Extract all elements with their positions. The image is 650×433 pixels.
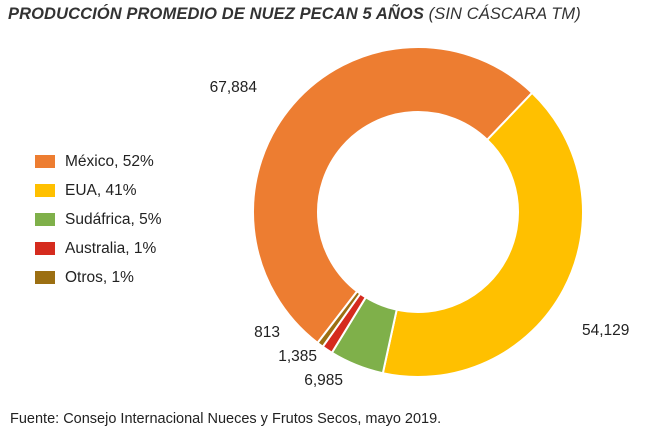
legend-item-sudafrica: Sudáfrica, 5%: [35, 205, 162, 234]
source-note: Fuente: Consejo Internacional Nueces y F…: [10, 411, 442, 427]
legend-swatch-australia: [35, 242, 55, 255]
legend-label-eua: EUA, 41%: [65, 181, 137, 199]
legend-item-eua: EUA, 41%: [35, 176, 162, 205]
legend-label-australia: Australia, 1%: [65, 239, 157, 257]
data-label-australia: 1,385: [278, 348, 317, 365]
legend-label-otros: Otros, 1%: [65, 268, 134, 286]
legend: México, 52% EUA, 41% Sudáfrica, 5% Austr…: [35, 147, 162, 292]
legend-item-otros: Otros, 1%: [35, 263, 162, 292]
donut-slice-otros: [316, 289, 362, 349]
data-label-otros: 813: [254, 324, 280, 341]
legend-swatch-sudafrica: [35, 213, 55, 226]
chart-title-main: PRODUCCIÓN PROMEDIO DE NUEZ PECAN 5 AÑOS: [8, 5, 424, 23]
legend-swatch-mexico: [35, 155, 55, 168]
legend-label-mexico: México, 52%: [65, 152, 154, 170]
donut-slice-eua: [381, 91, 584, 378]
legend-item-australia: Australia, 1%: [35, 234, 162, 263]
legend-swatch-otros: [35, 271, 55, 284]
data-label-sudafrica: 6,985: [304, 372, 343, 389]
data-label-mexico: 67,884: [210, 79, 258, 96]
chart-title: PRODUCCIÓN PROMEDIO DE NUEZ PECAN 5 AÑOS…: [8, 5, 581, 24]
legend-swatch-eua: [35, 184, 55, 197]
donut-slice-mexico: [252, 46, 534, 345]
chart-title-unit: (SIN CÁSCARA TM): [423, 5, 581, 23]
data-label-eua: 54,129: [582, 322, 629, 339]
legend-item-mexico: México, 52%: [35, 147, 162, 176]
legend-label-sudafrica: Sudáfrica, 5%: [65, 210, 162, 228]
